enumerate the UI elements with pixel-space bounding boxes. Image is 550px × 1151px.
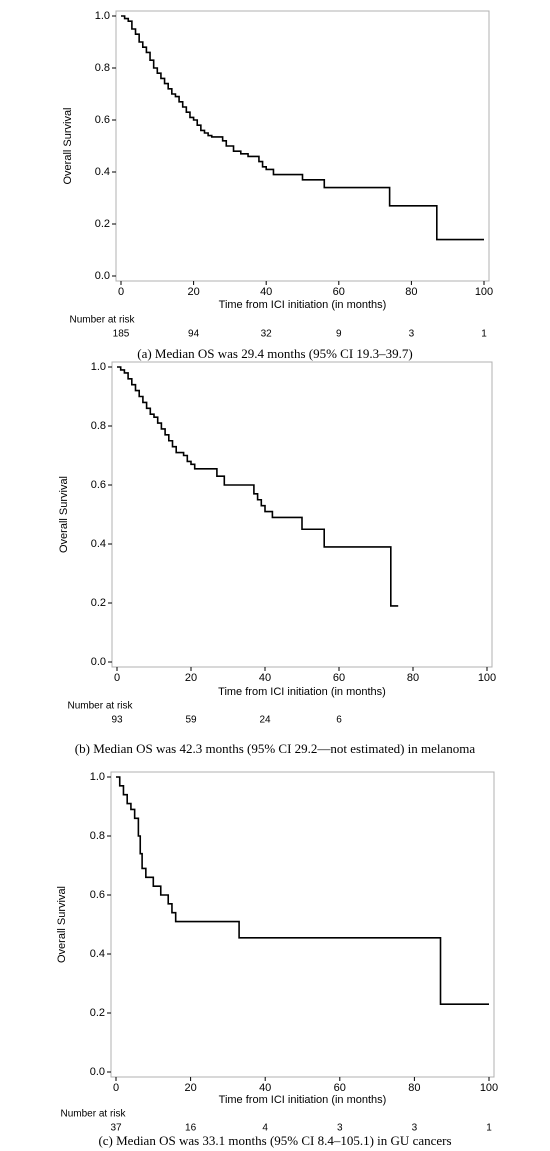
survival-curve [117, 366, 399, 607]
risk-count: 4 [262, 1123, 268, 1134]
x-tick-label: 20 [184, 1082, 196, 1094]
risk-label: Number at risk [60, 1109, 126, 1120]
y-tick-label: 0.8 [91, 420, 106, 432]
y-tick-label: 0.6 [90, 889, 105, 901]
risk-count: 32 [261, 329, 273, 340]
x-tick-label: 100 [475, 286, 493, 298]
y-tick-label: 0.4 [90, 948, 105, 960]
y-tick-label: 1.0 [90, 771, 105, 783]
risk-count: 3 [337, 1123, 343, 1134]
x-tick-label: 40 [259, 1082, 271, 1094]
risk-count: 59 [185, 715, 197, 726]
risk-count: 1 [481, 329, 487, 340]
x-tick-label: 60 [333, 672, 345, 684]
y-axis-label: Overall Survival [56, 886, 68, 963]
x-axis-label: Time from ICI initiation (in months) [219, 299, 387, 311]
x-tick-label: 20 [185, 672, 197, 684]
risk-count: 185 [113, 329, 130, 340]
x-tick-label: 60 [333, 286, 345, 298]
plot-frame [110, 771, 495, 1078]
x-tick-label: 80 [407, 672, 419, 684]
risk-count: 3 [412, 1123, 418, 1134]
plot-frame [115, 10, 490, 282]
x-tick-label: 60 [334, 1082, 346, 1094]
y-tick-label: 0.2 [90, 1007, 105, 1019]
x-tick-label: 100 [478, 672, 496, 684]
y-tick-label: 0.8 [90, 830, 105, 842]
risk-count: 9 [336, 329, 342, 340]
y-tick-label: 1.0 [91, 361, 106, 373]
risk-label: Number at risk [67, 701, 133, 712]
x-tick-label: 0 [114, 672, 120, 684]
y-tick-label: 0.2 [95, 218, 110, 230]
x-axis-label: Time from ICI initiation (in months) [218, 686, 386, 698]
plot-frame [111, 361, 493, 668]
x-tick-label: 0 [113, 1082, 119, 1094]
caption: (a) Median OS was 29.4 months (95% CI 19… [137, 346, 413, 361]
y-tick-label: 0.4 [91, 538, 106, 550]
caption: (b) Median OS was 42.3 months (95% CI 29… [75, 741, 476, 756]
risk-count: 37 [110, 1123, 122, 1134]
y-axis-label: Overall Survival [58, 476, 70, 553]
y-tick-label: 0.0 [95, 270, 110, 282]
risk-count: 94 [188, 329, 200, 340]
survival-curve [116, 776, 489, 1005]
y-tick-label: 0.4 [95, 166, 110, 178]
x-tick-label: 80 [408, 1082, 420, 1094]
y-tick-label: 1.0 [95, 10, 110, 22]
y-tick-label: 0.8 [95, 62, 110, 74]
y-tick-label: 0.6 [95, 114, 110, 126]
risk-count: 24 [259, 715, 271, 726]
risk-count: 93 [111, 715, 123, 726]
x-tick-label: 80 [405, 286, 417, 298]
y-axis-label: Overall Survival [62, 107, 74, 184]
x-tick-label: 20 [187, 286, 199, 298]
risk-count: 1 [486, 1123, 492, 1134]
y-tick-label: 0.0 [91, 656, 106, 668]
y-tick-label: 0.6 [91, 479, 106, 491]
x-axis-label: Time from ICI initiation (in months) [219, 1094, 387, 1106]
x-tick-label: 100 [480, 1082, 498, 1094]
caption: (c) Median OS was 33.1 months (95% CI 8.… [98, 1133, 451, 1148]
y-tick-label: 0.2 [91, 597, 106, 609]
risk-count: 3 [409, 329, 415, 340]
x-tick-label: 40 [259, 672, 271, 684]
x-tick-label: 0 [118, 286, 124, 298]
risk-count: 6 [336, 715, 342, 726]
risk-label: Number at risk [69, 315, 135, 326]
y-tick-label: 0.0 [90, 1066, 105, 1078]
risk-count: 16 [185, 1123, 197, 1134]
x-tick-label: 40 [260, 286, 272, 298]
survival-curve [121, 15, 484, 241]
